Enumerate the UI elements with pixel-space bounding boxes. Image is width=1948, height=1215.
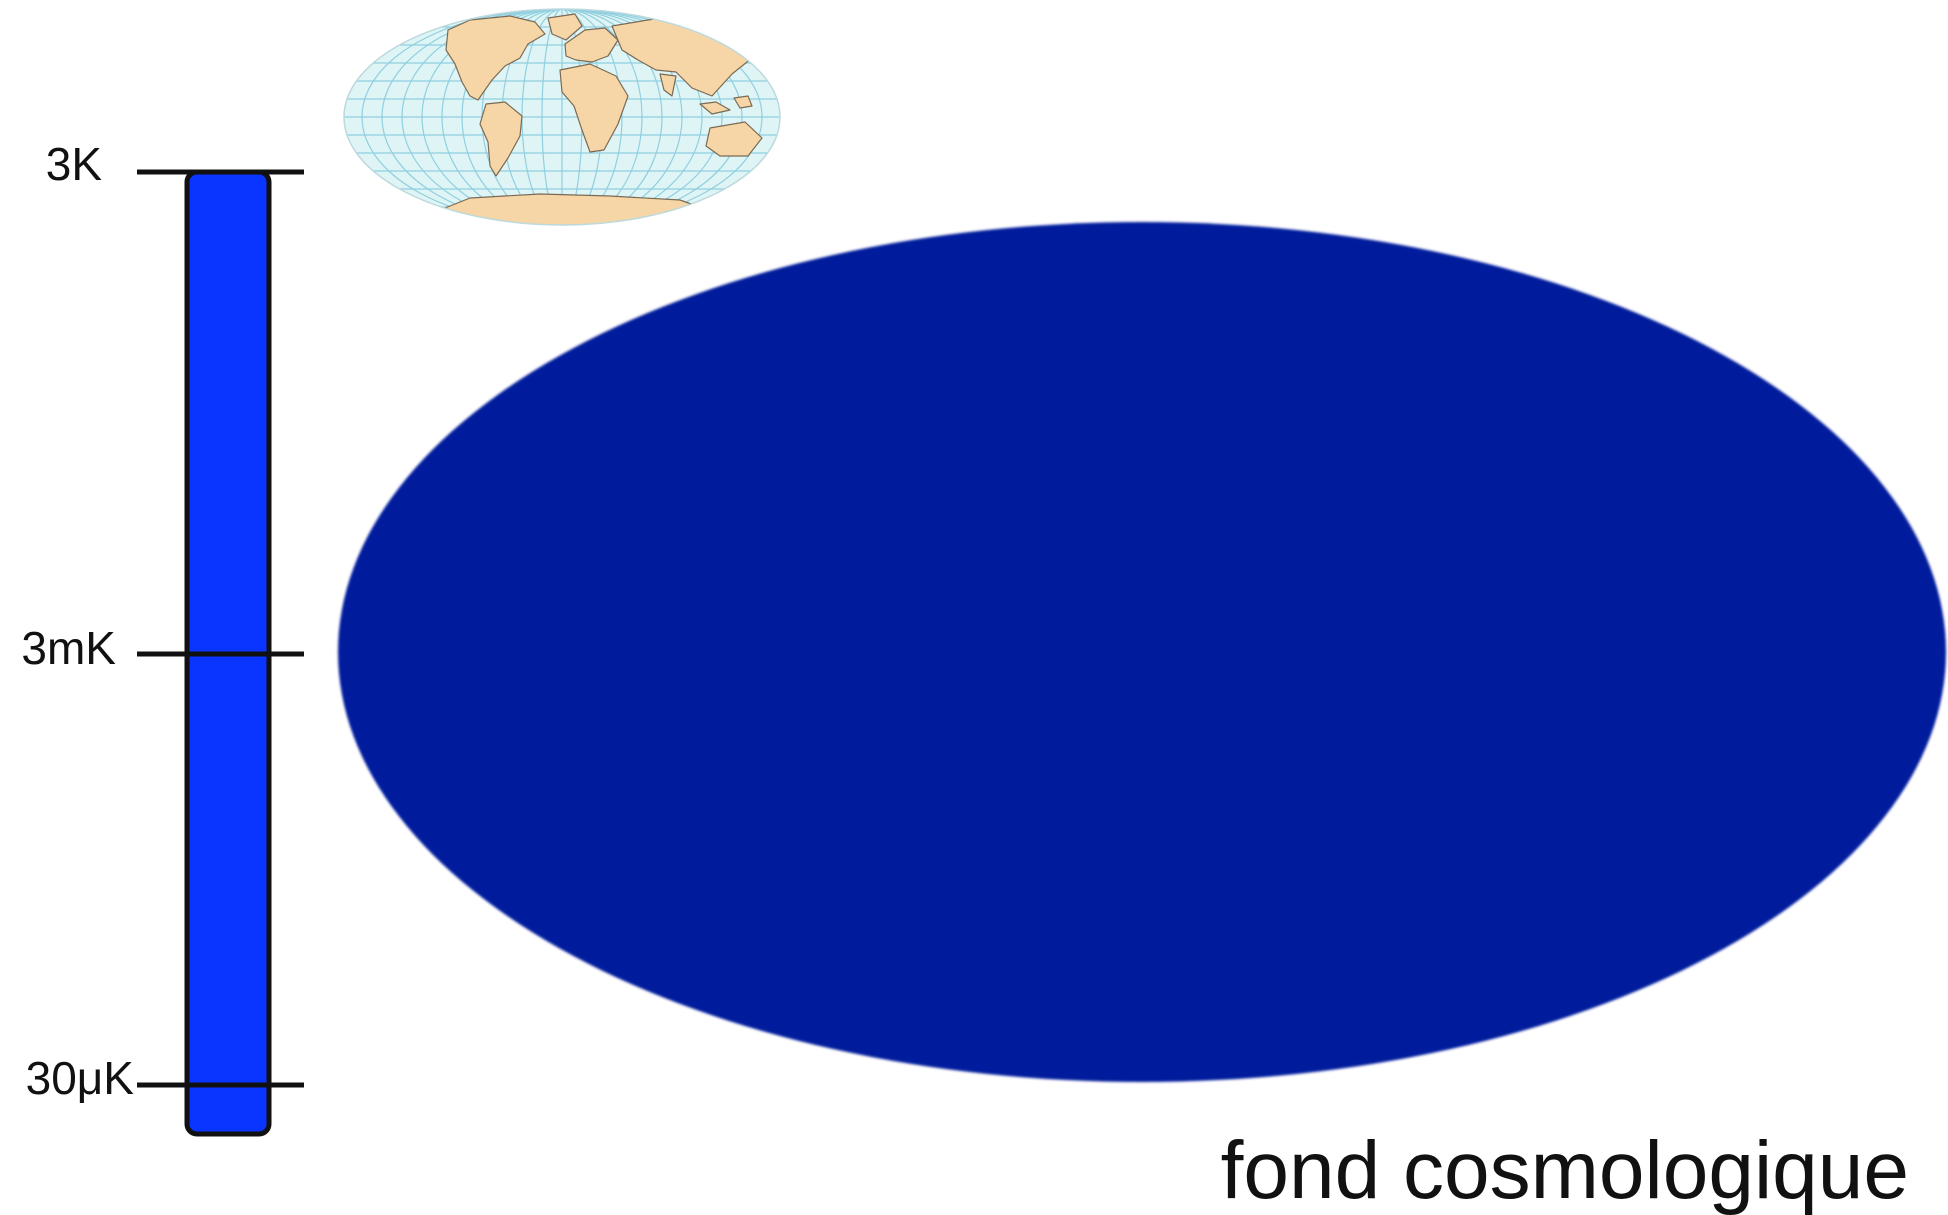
cmb-sky-map (338, 222, 1946, 1082)
scale-label-3k: 3K (46, 138, 103, 190)
scale-label-30uk: 30μK (26, 1052, 135, 1104)
caption: fond cosmologique (1221, 1125, 1909, 1215)
world-map-mollweide-icon (343, 8, 781, 226)
temperature-scale: 3K 3mK 30μK (21, 138, 304, 1137)
scale-label-3mk: 3mK (21, 622, 116, 674)
